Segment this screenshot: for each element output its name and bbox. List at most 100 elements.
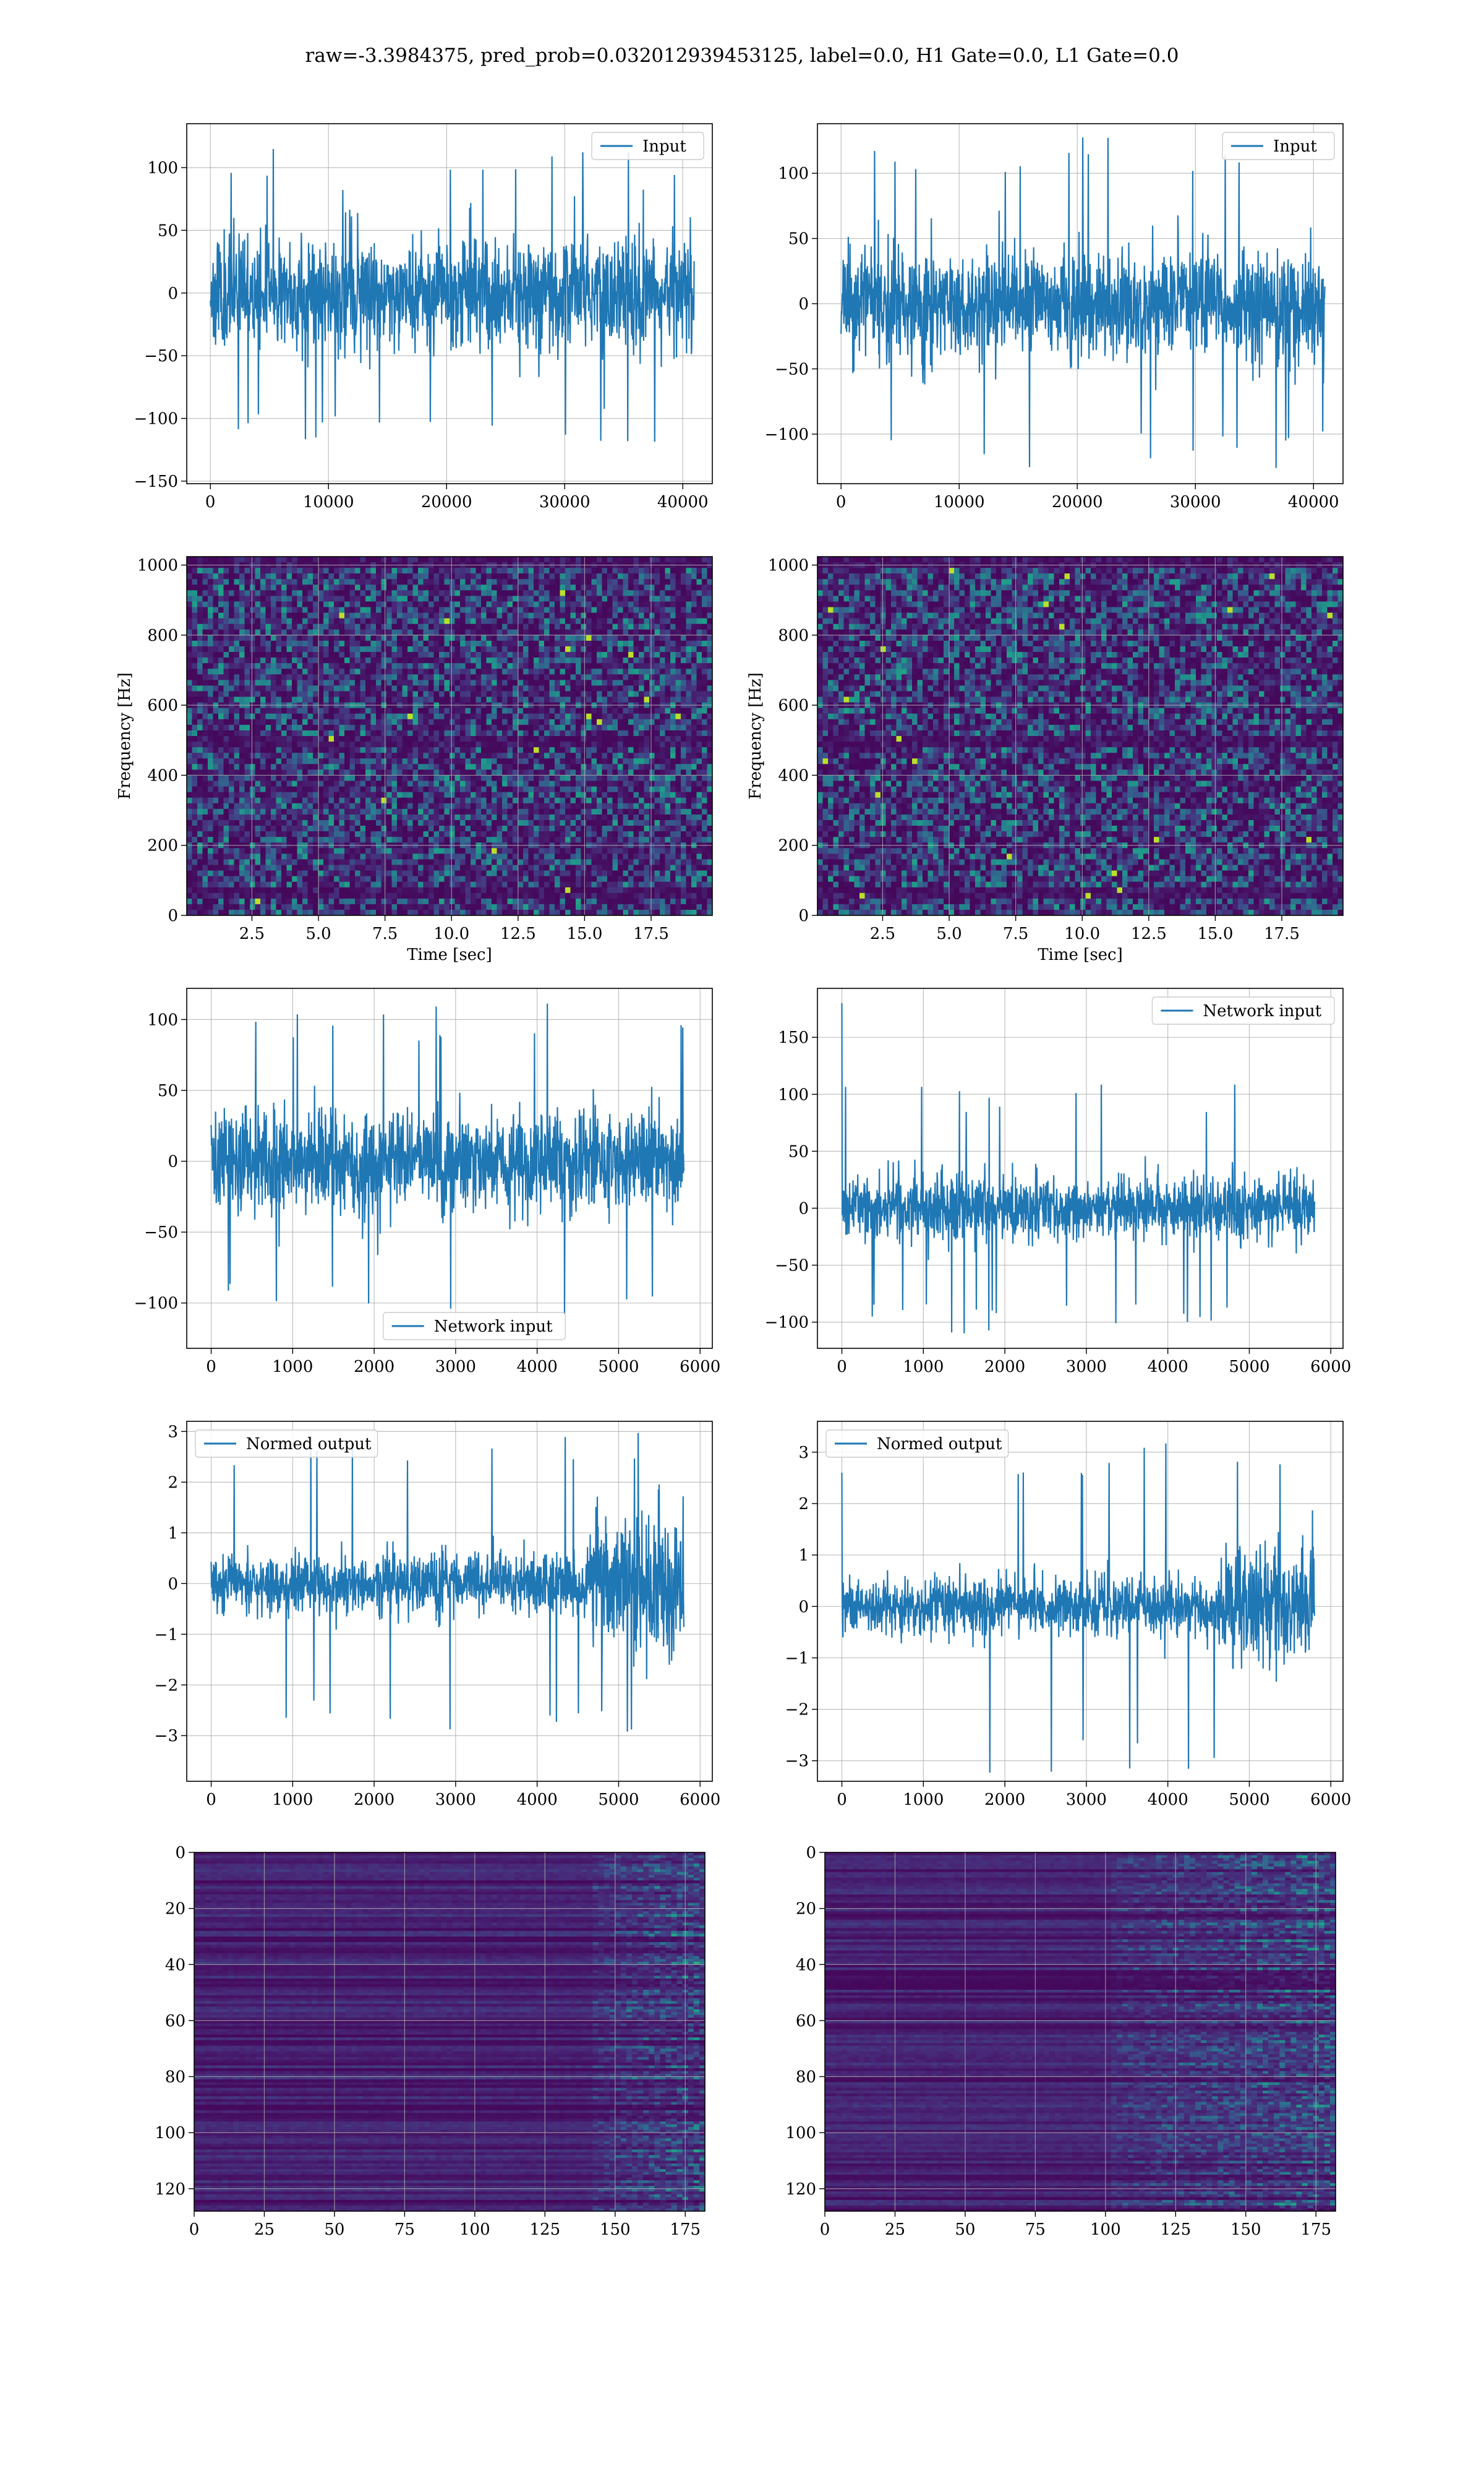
y-tick-label: 50 <box>158 1082 178 1100</box>
legend-box <box>383 1312 566 1340</box>
y-tick-label: 200 <box>147 837 178 855</box>
legend: Normed output <box>195 1429 378 1458</box>
subplot-spectrogram-left: 2.5 5.0 7.5 10.0 12.5 15.0 17.5 0 200 400 600 800 10… <box>116 556 713 964</box>
x-tick-label: 5000 <box>598 1791 639 1809</box>
y-tick-label: 100 <box>147 159 178 178</box>
y-tick-label: 50 <box>158 221 178 240</box>
y-tick-label: −50 <box>775 1257 809 1275</box>
legend-label: Normed output <box>877 1435 1002 1453</box>
y-tick-label: 1 <box>798 1546 809 1565</box>
x-tick-label: 10000 <box>303 493 354 511</box>
y-tick-label: 3 <box>798 1444 809 1462</box>
axes-frame <box>817 1421 1344 1782</box>
series-line <box>841 1003 1315 1333</box>
y-axis-label: Frequency [Hz] <box>116 672 134 800</box>
legend: Network input <box>383 1312 566 1340</box>
x-tick-label: 15.0 <box>566 925 602 943</box>
x-tick-label: 0 <box>837 1791 847 1809</box>
legend: Normed output <box>825 1429 1009 1458</box>
x-tick-label: 20000 <box>421 493 472 511</box>
y-tick-label: 600 <box>147 696 178 715</box>
y-tick-label: 3 <box>168 1423 178 1441</box>
x-tick-label: 1000 <box>272 1358 313 1376</box>
y-tick-label: −100 <box>765 1314 809 1332</box>
x-tick-label: 150 <box>1230 2220 1261 2239</box>
axes-frame <box>817 988 1344 1349</box>
x-tick-label: 150 <box>600 2220 631 2239</box>
x-tick-label: 7.5 <box>372 925 398 943</box>
x-tick-label: 2000 <box>984 1791 1025 1809</box>
x-tick-label: 3000 <box>435 1791 476 1809</box>
x-tick-label: 75 <box>1025 2220 1046 2239</box>
y-tick-label: 120 <box>155 2180 186 2199</box>
x-tick-label: 5000 <box>1229 1358 1269 1376</box>
y-tick-label: −50 <box>144 1223 178 1242</box>
y-tick-label: 0 <box>798 1199 809 1218</box>
x-tick-label: 2.5 <box>870 925 895 943</box>
subplot-network-input-right: 0 1000 2000 3000 4000 5000 6000 −100 −50 0 50 100 15… <box>765 988 1351 1376</box>
x-tick-label: 17.5 <box>1264 925 1300 943</box>
y-tick-label: 2 <box>798 1495 809 1513</box>
x-tick-label: 6000 <box>1310 1358 1351 1376</box>
series-line <box>841 1443 1315 1773</box>
legend-box <box>825 1429 1009 1458</box>
x-tick-label: 10.0 <box>1064 925 1100 943</box>
x-tick-label: 10000 <box>934 493 985 511</box>
x-tick-label: 15.0 <box>1197 925 1233 943</box>
x-tick-label: 6000 <box>680 1791 720 1809</box>
x-tick-label: 0 <box>205 493 216 511</box>
legend-box <box>1151 996 1335 1025</box>
axes-frame <box>186 1421 713 1782</box>
heatmap-image <box>194 1852 705 2211</box>
axes-frame <box>186 556 713 916</box>
y-tick-label: 0 <box>798 907 809 925</box>
x-tick-label: 6000 <box>680 1358 720 1376</box>
legend-label: Input <box>1273 137 1317 156</box>
x-tick-label: 3000 <box>1066 1791 1107 1809</box>
subplot-normed-output-right: 0 1000 2000 3000 4000 5000 6000 −3 −2 −1 0 1 2 3 Norme… <box>785 1421 1351 1809</box>
y-tick-label: 200 <box>778 837 809 855</box>
y-tick-label: −3 <box>155 1727 178 1745</box>
x-tick-label: 5.0 <box>305 925 331 943</box>
y-axis-label: Frequency [Hz] <box>746 672 765 800</box>
y-tick-label: 100 <box>147 1011 178 1029</box>
y-tick-label: 0 <box>798 295 809 314</box>
x-tick-label: 0 <box>820 2220 830 2239</box>
x-tick-label: 3000 <box>435 1358 476 1376</box>
subplot-input-left: 0 10000 20000 30000 40000 −150 −100 −50 0 50 100 In… <box>134 123 713 511</box>
x-tick-label: 10.0 <box>433 925 469 943</box>
x-tick-label: 50 <box>324 2220 344 2239</box>
x-tick-label: 12.5 <box>500 925 536 943</box>
legend-label: Normed output <box>246 1435 372 1453</box>
x-tick-label: 30000 <box>1170 493 1221 511</box>
x-tick-label: 100 <box>1090 2220 1121 2239</box>
subplot-spectrogram-right: 2.5 5.0 7.5 10.0 12.5 15.0 17.5 0 200 400 600 800 10… <box>746 556 1344 964</box>
x-tick-label: 25 <box>254 2220 275 2239</box>
axes-frame <box>824 1852 1336 2212</box>
x-axis-label: Time [sec] <box>1038 946 1123 964</box>
x-tick-label: 30000 <box>539 493 591 511</box>
heatmap-image <box>825 1852 1336 2211</box>
series-line <box>210 148 695 442</box>
subplot-feature-map-left: 0 25 50 75 100 125 150 175 0 20 40 60 80 100 120 <box>155 1844 706 2239</box>
legend-label: Network input <box>434 1317 553 1336</box>
y-tick-label: 100 <box>778 165 809 183</box>
subplot-feature-map-right: 0 25 50 75 100 125 150 175 0 20 40 60 80 100 120 <box>785 1844 1336 2239</box>
x-tick-label: 0 <box>189 2220 200 2239</box>
y-tick-label: 80 <box>165 2068 186 2087</box>
y-tick-label: 0 <box>168 1575 178 1593</box>
y-tick-label: 100 <box>785 2124 816 2142</box>
y-tick-label: 0 <box>806 1844 816 1862</box>
x-axis-label: Time [sec] <box>407 946 492 964</box>
y-tick-label: 100 <box>155 2124 186 2142</box>
y-tick-label: 400 <box>147 766 178 785</box>
x-tick-label: 4000 <box>1148 1791 1188 1809</box>
y-tick-label: 60 <box>165 2012 186 2031</box>
y-tick-label: −50 <box>775 360 809 379</box>
x-tick-label: 40000 <box>657 493 709 511</box>
x-tick-label: 5.0 <box>936 925 962 943</box>
y-tick-label: 600 <box>778 696 809 715</box>
y-tick-label: 0 <box>798 1598 809 1616</box>
x-tick-label: 0 <box>837 1358 847 1376</box>
x-tick-label: 2000 <box>984 1358 1025 1376</box>
